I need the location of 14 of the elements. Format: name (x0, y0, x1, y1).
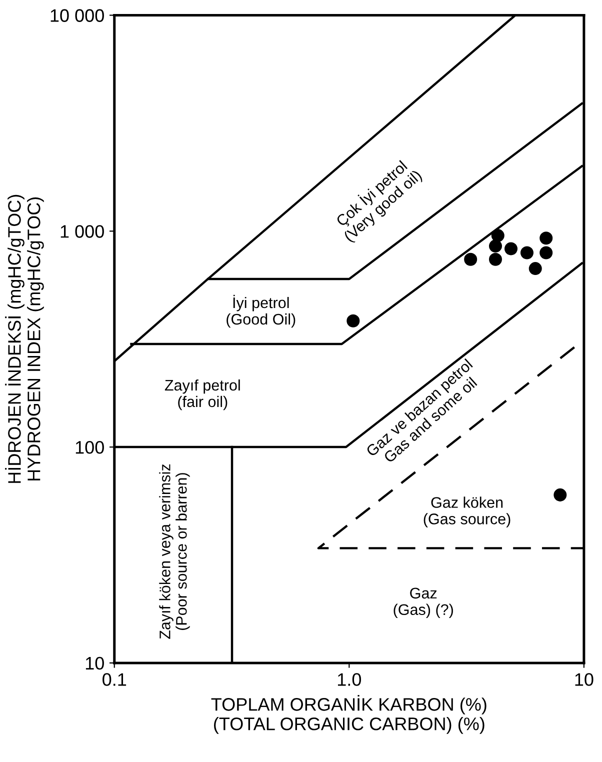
y-axis-title: HİDROJEN İNDEKSİ (mgHC/gTOC) HYDROGEN INDEX (mgHC/gTOC) (5, 194, 44, 483)
annotation: Zayıf köken veya verimsiz (Poor source or barren) (159, 464, 190, 639)
x-axis-title: TOPLAM ORGANİK KARBON (%) (TOTAL ORGANIC CARBON) (%) (211, 695, 486, 734)
annotation: İyi petrol (Good Oil) (226, 294, 296, 328)
x-tick-label: 0.1 (102, 673, 126, 686)
annotation: Zayıf petrol (fair oil) (164, 379, 240, 410)
annotation: Gaz (Gas) (?) (394, 588, 453, 618)
y-tick-label: 100 (76, 440, 104, 454)
annotation: Gaz köken (Gas source) (424, 496, 510, 528)
y-tick-label: 10 000 (50, 9, 104, 22)
x-tick-label: 10 (575, 673, 594, 686)
y-tick-label: 1 000 (60, 225, 104, 238)
x-tick-label: 1.0 (338, 673, 362, 686)
y-tick-label: 10 (86, 656, 104, 670)
